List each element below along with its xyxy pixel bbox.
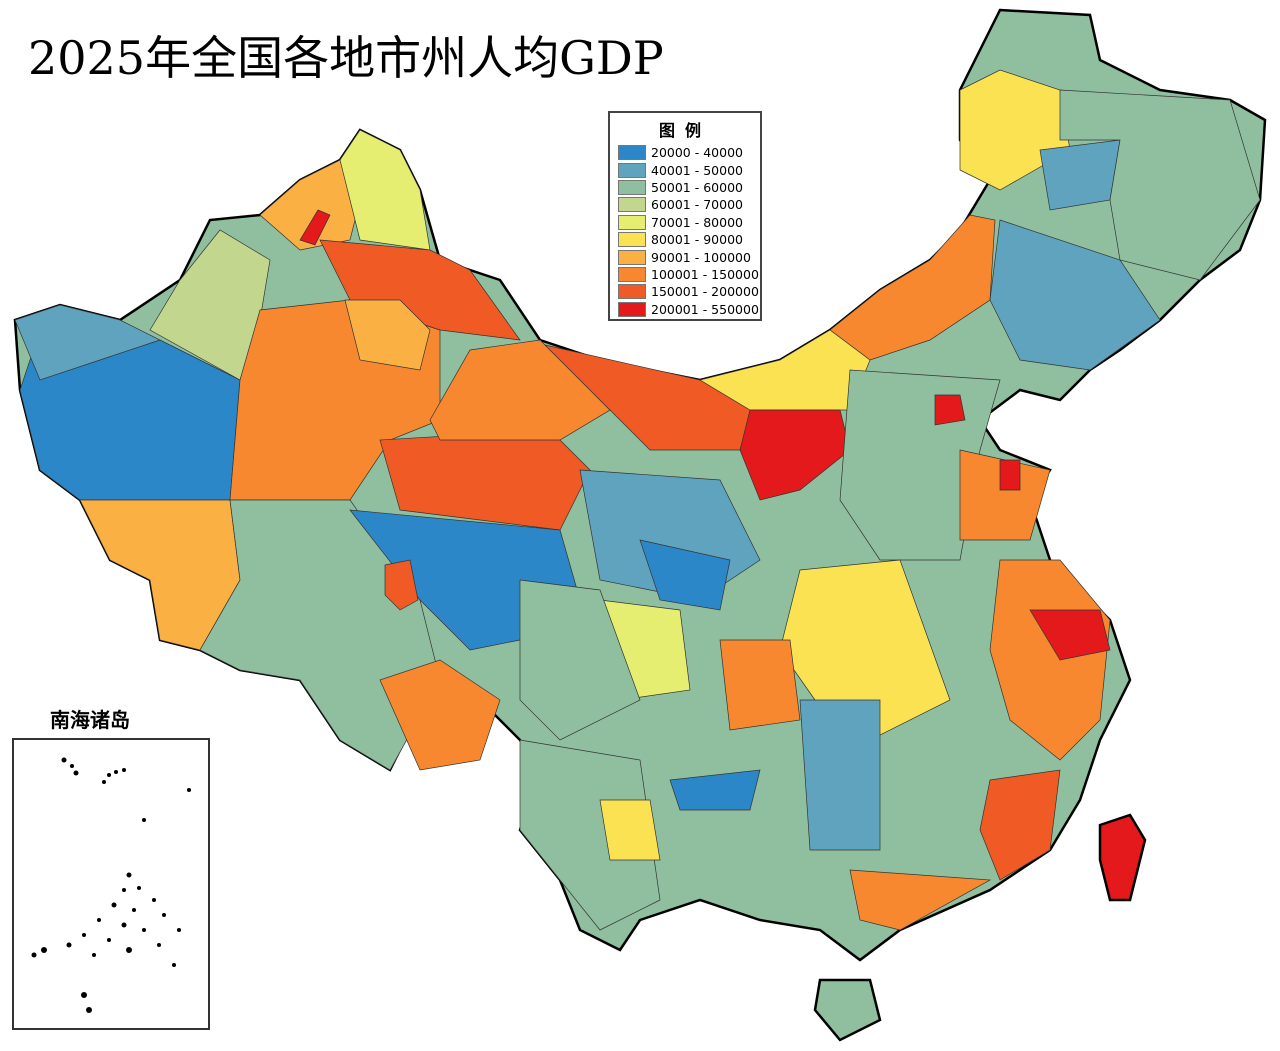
legend-swatch (618, 301, 646, 317)
region (829, 214, 996, 361)
region (344, 299, 431, 371)
region (989, 219, 1161, 371)
region (934, 394, 966, 426)
legend-label: 100001 - 150000 (651, 266, 759, 282)
legend-item: 20000 - 40000 (618, 144, 752, 161)
region (979, 769, 1061, 881)
legend-title: 图例 (658, 121, 711, 140)
legend-label: 80001 - 90000 (651, 232, 743, 248)
legend-label: 200001 - 550000 (651, 301, 759, 317)
map-title: 2025年全国各地市州人均GDP (28, 31, 664, 85)
legend-swatch (618, 266, 646, 282)
legend-label: 70001 - 80000 (651, 214, 743, 230)
legend-swatch (618, 197, 646, 213)
legend-item: 80001 - 90000 (618, 231, 752, 248)
legend-label: 50001 - 60000 (651, 179, 743, 195)
legend-item: 50001 - 60000 (618, 179, 752, 196)
legend-swatch (618, 249, 646, 265)
taiwan (1098, 813, 1147, 902)
legend-item: 70001 - 80000 (618, 214, 752, 231)
region (799, 699, 881, 851)
legend-item: 100001 - 150000 (618, 266, 759, 283)
region (1029, 609, 1111, 661)
region (999, 459, 1021, 491)
legend-item: 200001 - 550000 (618, 301, 759, 318)
region (639, 539, 731, 611)
inset-title: 南海诸岛 (50, 708, 130, 732)
legend: 图例 20000 - 40000 40001 - 50000 50001 - 600… (608, 111, 762, 321)
legend-swatch (618, 145, 646, 161)
regions (14, 69, 1261, 1042)
legend-item: 60001 - 70000 (618, 196, 752, 213)
legend-swatch (618, 162, 646, 178)
legend-swatch (618, 179, 646, 195)
legend-item: 90001 - 100000 (618, 248, 752, 265)
region (384, 559, 419, 611)
legend-swatch (618, 232, 646, 248)
legend-label: 60001 - 70000 (651, 197, 743, 213)
legend-label: 150001 - 200000 (651, 284, 759, 300)
legend-label: 40001 - 50000 (651, 162, 743, 178)
legend-item: 40001 - 50000 (618, 161, 752, 178)
region (599, 799, 661, 861)
legend-swatch (618, 214, 646, 230)
region (519, 739, 661, 931)
legend-label: 90001 - 100000 (651, 249, 751, 265)
region (299, 209, 331, 246)
hainan (813, 978, 882, 1042)
region (14, 304, 161, 381)
south-china-sea-inset (12, 738, 210, 1030)
legend-swatch (618, 284, 646, 300)
legend-label: 20000 - 40000 (651, 145, 743, 161)
region (379, 659, 501, 771)
region (739, 409, 851, 501)
legend-item: 150001 - 200000 (618, 283, 759, 300)
region (849, 869, 992, 931)
region (519, 579, 641, 741)
region (669, 769, 761, 811)
region (339, 129, 431, 251)
region (1039, 139, 1121, 211)
region (719, 639, 801, 731)
islands (31, 757, 191, 1013)
